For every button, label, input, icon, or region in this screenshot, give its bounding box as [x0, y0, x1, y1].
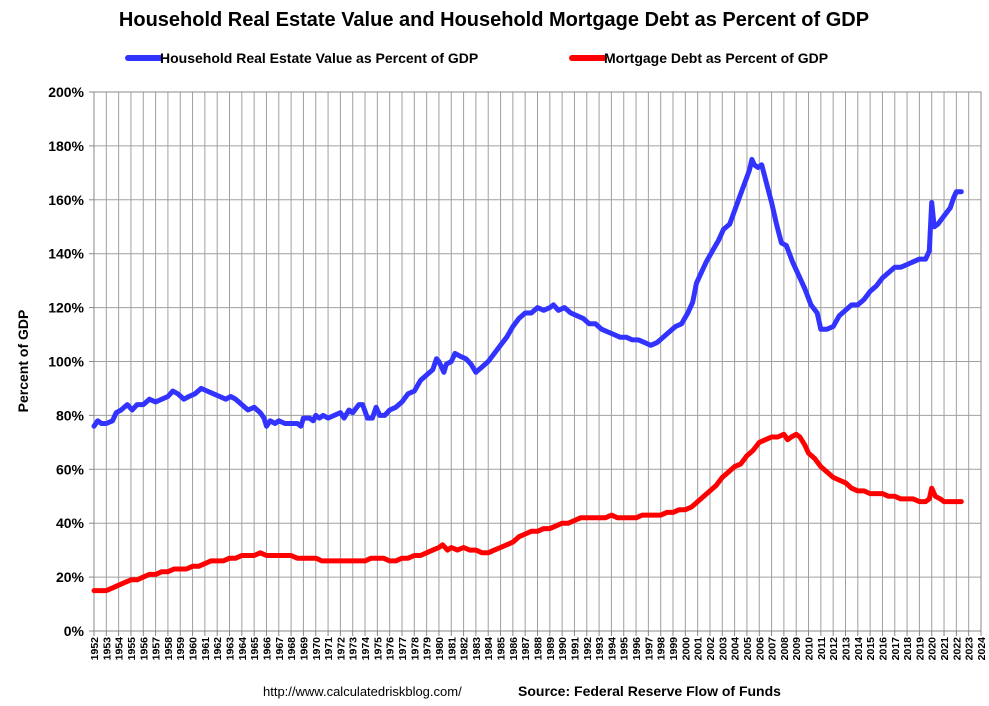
- x-tick-label: 1961: [200, 637, 212, 661]
- x-tick-label: 1996: [631, 637, 643, 661]
- x-tick-label: 1974: [360, 637, 372, 661]
- x-tick-label: 1956: [138, 637, 150, 661]
- x-tick-label: 2014: [853, 637, 865, 661]
- x-tick-label: 1993: [594, 637, 606, 661]
- x-tick-label: 1966: [261, 637, 273, 661]
- x-tick-label: 1998: [656, 637, 668, 661]
- x-tick-label: 1995: [619, 637, 631, 661]
- x-tick-label: 1992: [582, 637, 594, 661]
- x-tick-label: 1988: [533, 637, 545, 661]
- x-tick-label: 2002: [705, 637, 717, 661]
- x-tick-label: 2016: [877, 637, 889, 661]
- x-tick-label: 1990: [557, 637, 569, 661]
- y-tick-label: 120%: [48, 300, 84, 316]
- series: [91, 156, 964, 594]
- y-tick-label: 20%: [56, 569, 85, 585]
- x-tick-label: 2015: [865, 637, 877, 661]
- y-tick-label: 40%: [56, 515, 85, 531]
- x-tick-label: 1976: [385, 637, 397, 661]
- x-tick-label: 2005: [742, 637, 754, 661]
- x-tick-label: 1965: [249, 637, 261, 661]
- y-tick-label: 0%: [64, 623, 85, 639]
- x-tick-label: 1989: [545, 637, 557, 661]
- x-tick-label: 1984: [483, 637, 495, 661]
- x-tick-label: 1980: [434, 637, 446, 661]
- x-tick-label: 2021: [939, 637, 951, 661]
- x-tick-label: 2012: [828, 637, 840, 661]
- y-tick-label: 200%: [48, 84, 84, 100]
- legend-label-mortgage: Mortgage Debt as Percent of GDP: [604, 50, 828, 66]
- x-tick-label: 1962: [212, 637, 224, 661]
- x-tick-label: 2003: [717, 637, 729, 661]
- y-axis: 0% 20% 40% 60% 80% 100% 120% 140% 160% 180% 200%: [48, 84, 94, 639]
- footer-url: http://www.calculatedriskblog.com/: [263, 684, 462, 699]
- x-tick-label: 1973: [348, 637, 360, 661]
- x-tick-label: 1991: [569, 637, 581, 661]
- x-tick-label: 1987: [520, 637, 532, 661]
- x-tick-label: 1979: [422, 637, 434, 661]
- x-tick-label: 2023: [964, 637, 976, 661]
- series-line-mortgage: [91, 431, 964, 594]
- x-tick-label: 2018: [902, 637, 914, 661]
- y-tick-label: 160%: [48, 192, 84, 208]
- x-tick-label: 2024: [976, 637, 988, 661]
- x-tick-label: 1977: [397, 637, 409, 661]
- x-tick-label: 1969: [298, 637, 310, 661]
- x-tick-label: 1955: [126, 637, 138, 661]
- x-tick-label: 2009: [791, 637, 803, 661]
- x-tick-label: 1968: [286, 637, 298, 661]
- x-tick-label: 1985: [496, 637, 508, 661]
- x-tick-label: 1970: [311, 637, 323, 661]
- x-tick-label: 1982: [459, 637, 471, 661]
- x-tick-label: 1972: [335, 637, 347, 661]
- x-tick-label: 2006: [754, 637, 766, 661]
- x-tick-label: 1953: [101, 637, 113, 661]
- x-tick-label: 1954: [114, 637, 126, 661]
- x-tick-label: 1967: [274, 637, 286, 661]
- x-tick-label: 1997: [643, 637, 655, 661]
- x-tick-label: 1986: [508, 637, 520, 661]
- x-tick-label: 1978: [409, 637, 421, 661]
- series-line-real-estate: [91, 156, 964, 429]
- x-tick-label: 2019: [914, 637, 926, 661]
- x-axis: 1952 1953 1954 1955 1956 1957 1958 1959 1960 1961…: [89, 631, 988, 660]
- x-tick-label: 2007: [767, 637, 779, 661]
- x-tick-label: 1959: [175, 637, 187, 661]
- x-tick-label: 2000: [680, 637, 692, 661]
- x-tick-label: 1964: [237, 637, 249, 661]
- x-tick-label: 2004: [730, 637, 742, 661]
- x-tick-label: 1963: [225, 637, 237, 661]
- legend: Household Real Estate Value as Percent o…: [125, 50, 828, 66]
- y-tick-label: 80%: [56, 407, 85, 423]
- x-tick-label: 1983: [471, 637, 483, 661]
- chart-title: Household Real Estate Value and Househol…: [119, 9, 869, 31]
- x-tick-label: 1957: [151, 637, 163, 661]
- x-tick-label: 2020: [927, 637, 939, 661]
- y-tick-label: 60%: [56, 461, 85, 477]
- x-tick-label: 1971: [323, 637, 335, 661]
- y-tick-label: 100%: [48, 354, 84, 370]
- legend-label-real-estate: Household Real Estate Value as Percent o…: [160, 50, 478, 66]
- x-tick-label: 1960: [188, 637, 200, 661]
- x-tick-label: 2010: [804, 637, 816, 661]
- y-tick-label: 140%: [48, 246, 84, 262]
- x-tick-label: 1952: [89, 637, 101, 661]
- x-tick-label: 2011: [816, 637, 828, 660]
- x-tick-label: 2017: [890, 637, 902, 661]
- x-tick-label: 1999: [668, 637, 680, 661]
- x-tick-label: 2022: [951, 637, 963, 661]
- x-tick-label: 2013: [840, 637, 852, 661]
- x-tick-label: 2001: [693, 637, 705, 661]
- x-tick-label: 1981: [446, 637, 458, 661]
- y-axis-label: Percent of GDP: [15, 310, 31, 413]
- footer-source: Source: Federal Reserve Flow of Funds: [518, 683, 781, 699]
- x-tick-label: 1975: [372, 637, 384, 661]
- x-tick-label: 2008: [779, 637, 791, 661]
- y-tick-label: 180%: [48, 138, 84, 154]
- x-tick-label: 1958: [163, 637, 175, 661]
- x-tick-label: 1994: [606, 637, 618, 661]
